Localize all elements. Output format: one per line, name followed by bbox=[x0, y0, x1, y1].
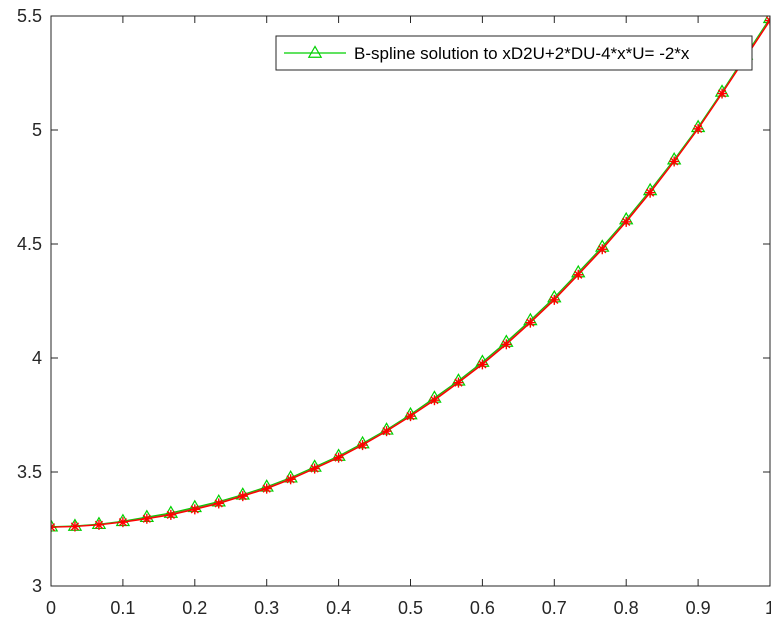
asterisk-stroke bbox=[430, 396, 439, 405]
asterisk-stroke bbox=[478, 360, 487, 369]
x-tick-label: 0.7 bbox=[542, 598, 567, 618]
series-2-point bbox=[141, 513, 152, 524]
series-2-point bbox=[717, 88, 728, 99]
asterisk-stroke bbox=[550, 295, 559, 304]
asterisk-stroke bbox=[717, 89, 727, 98]
asterisk-stroke bbox=[694, 124, 703, 133]
asterisk-stroke bbox=[190, 505, 199, 514]
series-2-point bbox=[189, 504, 200, 515]
series-2-point bbox=[405, 411, 416, 422]
legend-box bbox=[275, 35, 753, 71]
legend: B-spline solution to xD2U+2*DU-4*x*U= -2… bbox=[275, 35, 753, 71]
asterisk-stroke bbox=[166, 510, 175, 519]
series-2-point bbox=[309, 463, 320, 474]
asterisk-stroke bbox=[94, 520, 104, 529]
series-2-point bbox=[597, 244, 608, 255]
x-tick-label: 0.6 bbox=[470, 598, 495, 618]
x-tick-label: 0.2 bbox=[182, 598, 207, 618]
series-2-point bbox=[51, 522, 56, 533]
series-2-point bbox=[477, 359, 488, 370]
asterisk-stroke bbox=[382, 427, 391, 436]
series-2-point bbox=[261, 483, 272, 494]
y-tick-label: 4.5 bbox=[17, 234, 42, 254]
legend-marker-sample bbox=[307, 45, 323, 58]
series-2-point bbox=[573, 269, 584, 280]
asterisk-stroke bbox=[238, 492, 247, 501]
asterisk-stroke bbox=[454, 378, 463, 387]
x-tick-label: 0.3 bbox=[254, 598, 279, 618]
asterisk-stroke bbox=[670, 157, 679, 166]
y-tick-label: 4 bbox=[32, 348, 42, 368]
asterisk-stroke bbox=[51, 526, 56, 532]
asterisk-stroke bbox=[286, 475, 295, 484]
asterisk-stroke bbox=[358, 441, 367, 450]
x-tick-label: 0.9 bbox=[686, 598, 711, 618]
y-tick-label: 3.5 bbox=[17, 462, 42, 482]
x-tick-label: 0.5 bbox=[398, 598, 423, 618]
series-2-point bbox=[669, 156, 680, 167]
series-2-point bbox=[501, 339, 512, 350]
series-2-point bbox=[117, 517, 128, 528]
series-2-point bbox=[549, 294, 560, 305]
series-2-point bbox=[381, 426, 392, 437]
asterisk-stroke bbox=[334, 453, 343, 462]
series-1-point bbox=[51, 519, 59, 532]
asterisk-stroke bbox=[406, 412, 415, 421]
series-2-point bbox=[525, 317, 536, 328]
series-2-point bbox=[645, 187, 656, 198]
x-tick-label: 0.4 bbox=[326, 598, 351, 618]
asterisk-stroke bbox=[622, 217, 631, 226]
asterisk-stroke bbox=[502, 340, 511, 349]
asterisk-stroke bbox=[262, 484, 271, 493]
y-tick-label: 5.5 bbox=[17, 6, 42, 26]
series-2-point bbox=[69, 521, 80, 532]
plot-area bbox=[51, 16, 770, 586]
series-2-point bbox=[213, 498, 224, 509]
asterisk-stroke bbox=[646, 188, 655, 197]
asterisk-stroke bbox=[526, 318, 535, 327]
asterisk-stroke bbox=[598, 245, 607, 254]
plot-background bbox=[51, 16, 770, 586]
y-tick-label: 5 bbox=[32, 120, 42, 140]
x-tick-label: 0 bbox=[46, 598, 56, 618]
asterisk-stroke bbox=[765, 16, 770, 22]
x-tick-label: 0.1 bbox=[110, 598, 135, 618]
series-2-point bbox=[765, 16, 770, 26]
asterisk-stroke bbox=[574, 270, 583, 279]
axes: 0 0.1 0.2 0.3 0.4 0.5 0.6 0.7 0.8 0.9 1 3 3.5 4 4.5 5 5.… bbox=[17, 6, 771, 618]
asterisk-stroke bbox=[310, 464, 319, 473]
series-2-point bbox=[237, 491, 248, 502]
series-2-point bbox=[333, 452, 344, 463]
series-2-point bbox=[429, 395, 440, 406]
x-tick-label: 0.8 bbox=[614, 598, 639, 618]
asterisk-stroke bbox=[765, 19, 770, 25]
asterisk-stroke bbox=[51, 523, 56, 529]
series-2-point bbox=[621, 216, 632, 227]
asterisk-stroke bbox=[214, 499, 223, 508]
series-2-point bbox=[93, 519, 104, 530]
series-2-point bbox=[693, 123, 704, 134]
asterisk-stroke bbox=[142, 514, 151, 523]
asterisk-stroke bbox=[118, 518, 127, 527]
y-tick-label: 3 bbox=[32, 576, 42, 596]
series-2-point bbox=[285, 474, 296, 485]
legend-entry-label: B-spline solution to xD2U+2*DU-4*x*U= -2… bbox=[354, 44, 690, 63]
series-2-point bbox=[165, 509, 176, 520]
x-tick-label: 1 bbox=[765, 598, 771, 618]
asterisk-stroke bbox=[70, 522, 80, 531]
series-2-point bbox=[453, 377, 464, 388]
series-2-point bbox=[357, 440, 368, 451]
